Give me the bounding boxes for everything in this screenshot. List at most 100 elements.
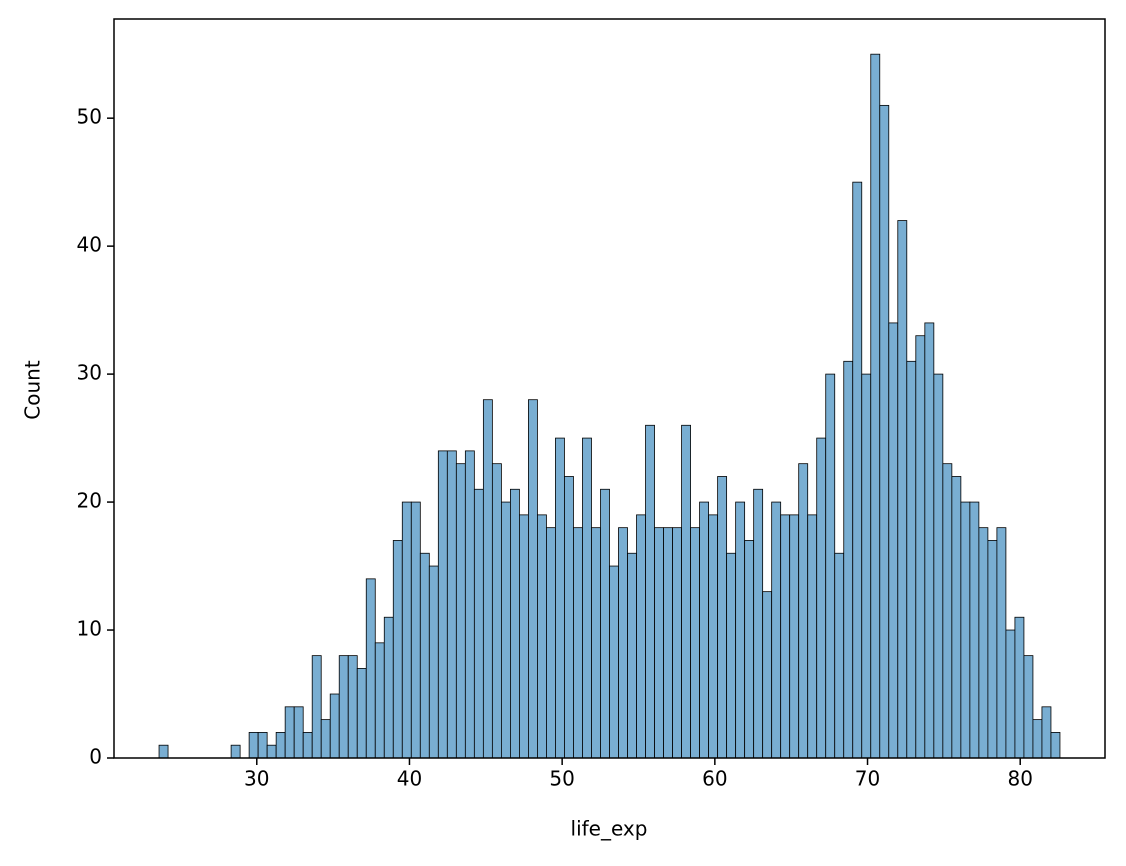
bar bbox=[672, 527, 682, 759]
bar bbox=[311, 655, 322, 759]
bar bbox=[798, 463, 809, 759]
bar bbox=[510, 488, 520, 759]
bar bbox=[816, 437, 827, 759]
bar bbox=[897, 220, 908, 759]
bar bbox=[573, 527, 583, 759]
bar bbox=[699, 501, 710, 759]
bar bbox=[735, 501, 746, 759]
bar bbox=[266, 744, 277, 759]
bar bbox=[383, 616, 394, 759]
bar bbox=[996, 527, 1007, 759]
bar bbox=[365, 578, 376, 759]
bar bbox=[717, 476, 728, 759]
bar bbox=[609, 565, 619, 759]
bar bbox=[401, 501, 412, 759]
bar bbox=[843, 360, 854, 759]
y-axis-label: Count bbox=[21, 360, 45, 420]
bar bbox=[870, 53, 881, 759]
plot-frame bbox=[113, 18, 1106, 759]
bar bbox=[636, 514, 646, 759]
bar bbox=[663, 527, 673, 759]
bar bbox=[906, 360, 917, 759]
bar bbox=[491, 463, 502, 759]
bar bbox=[591, 527, 601, 759]
bar bbox=[329, 693, 340, 759]
bar bbox=[969, 501, 980, 759]
bar bbox=[528, 399, 538, 759]
y-tick-label: 40 bbox=[77, 233, 102, 257]
bar bbox=[428, 565, 439, 759]
y-tick-label: 30 bbox=[77, 361, 102, 385]
bar bbox=[356, 668, 367, 759]
bar bbox=[951, 476, 962, 759]
bar bbox=[987, 540, 998, 759]
bar bbox=[437, 450, 448, 759]
bar bbox=[374, 642, 385, 759]
bar bbox=[645, 424, 655, 759]
bar bbox=[464, 450, 475, 759]
bar bbox=[1032, 719, 1043, 759]
bar bbox=[771, 501, 782, 759]
bar bbox=[834, 552, 845, 759]
bar bbox=[861, 373, 872, 759]
bar bbox=[1041, 706, 1052, 759]
x-tick-label: 40 bbox=[397, 767, 422, 791]
bar bbox=[960, 501, 971, 759]
bar bbox=[1014, 616, 1025, 759]
y-tick-label: 20 bbox=[77, 489, 102, 513]
bar bbox=[482, 399, 493, 759]
bar bbox=[762, 591, 773, 759]
bar bbox=[978, 527, 989, 759]
bar bbox=[708, 514, 719, 759]
bar bbox=[302, 732, 313, 759]
bar bbox=[753, 488, 764, 759]
bar bbox=[726, 552, 737, 759]
bar bbox=[537, 514, 547, 759]
bar bbox=[1023, 655, 1034, 759]
bar bbox=[582, 437, 592, 759]
bar bbox=[933, 373, 944, 759]
x-tick-label: 80 bbox=[1007, 767, 1032, 791]
bar bbox=[248, 732, 259, 759]
bar bbox=[320, 719, 331, 759]
bar bbox=[942, 463, 953, 759]
bar bbox=[257, 732, 268, 759]
bar bbox=[284, 706, 295, 759]
bar bbox=[230, 744, 241, 759]
bar bbox=[158, 744, 169, 759]
bar bbox=[564, 476, 574, 759]
y-tick-label: 0 bbox=[89, 745, 102, 769]
x-tick-label: 70 bbox=[855, 767, 880, 791]
x-tick-label: 60 bbox=[702, 767, 727, 791]
bar bbox=[1050, 732, 1061, 759]
bar bbox=[618, 527, 628, 759]
bar bbox=[654, 527, 664, 759]
bar bbox=[293, 706, 304, 759]
y-tick-label: 10 bbox=[77, 617, 102, 641]
x-tick-label: 30 bbox=[244, 767, 269, 791]
bar bbox=[627, 552, 637, 759]
x-axis-label: life_exp bbox=[571, 817, 648, 841]
bar bbox=[455, 463, 466, 759]
bar bbox=[347, 655, 358, 759]
bar bbox=[681, 424, 691, 759]
bar bbox=[410, 501, 421, 759]
bar bbox=[419, 552, 430, 759]
bar bbox=[446, 450, 457, 759]
bar bbox=[1005, 629, 1016, 759]
bar bbox=[600, 488, 610, 759]
bar bbox=[338, 655, 349, 759]
bar bbox=[690, 527, 700, 759]
bar bbox=[924, 322, 935, 759]
bar bbox=[825, 373, 836, 759]
bar bbox=[852, 181, 863, 759]
bar bbox=[500, 501, 511, 759]
y-tick-label: 50 bbox=[77, 105, 102, 129]
bar bbox=[780, 514, 791, 759]
bar bbox=[519, 514, 529, 759]
x-tick-label: 50 bbox=[549, 767, 574, 791]
bar bbox=[546, 527, 556, 759]
bar bbox=[879, 104, 890, 759]
bar bbox=[789, 514, 800, 759]
bar bbox=[473, 488, 484, 759]
